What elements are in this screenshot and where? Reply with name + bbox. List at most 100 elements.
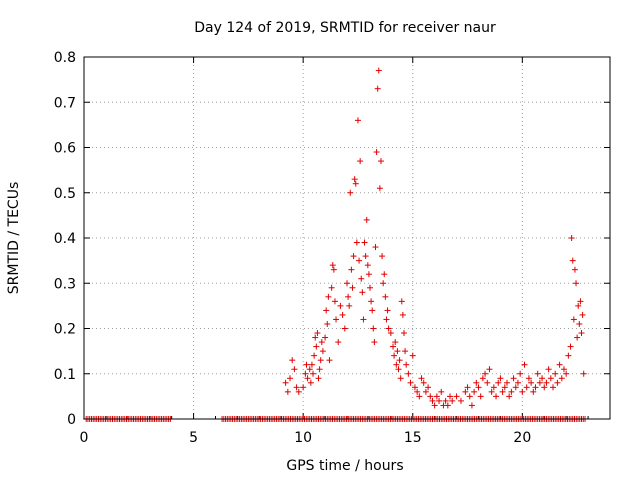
- data-point: [337, 302, 344, 309]
- data-point: [359, 289, 366, 296]
- data-point: [403, 361, 410, 368]
- data-point: [429, 397, 436, 404]
- data-point: [556, 361, 563, 368]
- data-point: [525, 375, 532, 382]
- data-point: [563, 370, 570, 377]
- chart-title: Day 124 of 2019, SRMTID for receiver nau…: [194, 20, 496, 36]
- data-point: [382, 293, 389, 300]
- data-point: [381, 271, 388, 278]
- data-point: [361, 239, 368, 246]
- data-point: [302, 370, 309, 377]
- data-point: [436, 397, 443, 404]
- data-point: [512, 384, 519, 391]
- data-point: [315, 375, 322, 382]
- data-point: [291, 366, 298, 373]
- data-point: [372, 244, 379, 251]
- data-point: [351, 176, 358, 183]
- data-point: [314, 330, 321, 337]
- data-point: [400, 330, 407, 337]
- x-tick-label: 5: [189, 430, 198, 446]
- data-point: [328, 284, 335, 291]
- data-point: [577, 298, 584, 305]
- data-point: [368, 298, 375, 305]
- data-point: [568, 235, 575, 241]
- data-point: [360, 316, 367, 323]
- data-point: [536, 379, 543, 386]
- data-point: [331, 298, 338, 305]
- data-point: [354, 117, 361, 124]
- data-point: [317, 357, 324, 364]
- data-point: [495, 379, 502, 386]
- x-tick-label: 15: [404, 430, 422, 446]
- data-point: [580, 370, 587, 377]
- data-point: [357, 158, 364, 165]
- data-point: [335, 339, 342, 346]
- plot-frame: [83, 56, 611, 420]
- data-point: [519, 388, 526, 395]
- data-point: [510, 375, 517, 382]
- data-point: [319, 348, 326, 355]
- data-point: [365, 271, 372, 278]
- data-point: [367, 284, 374, 291]
- data-point: [517, 370, 524, 377]
- data-point: [358, 275, 365, 282]
- data-point: [573, 280, 580, 287]
- x-tick-label: 0: [80, 430, 89, 446]
- data-point: [339, 311, 346, 318]
- data-point: [363, 216, 370, 223]
- data-point: [560, 366, 567, 373]
- data-point: [449, 397, 456, 404]
- y-tick-label: 0.4: [54, 231, 76, 247]
- data-point: [376, 185, 383, 192]
- data-point: [395, 366, 402, 373]
- data-point: [433, 393, 440, 400]
- data-point: [304, 375, 311, 382]
- y-tick-label: 0: [67, 412, 76, 428]
- data-point: [493, 393, 500, 400]
- data-point: [362, 253, 369, 260]
- data-point: [364, 262, 371, 269]
- data-point: [397, 375, 404, 382]
- data-point: [482, 370, 489, 377]
- data-point: [547, 375, 554, 382]
- data-point: [377, 158, 384, 165]
- axis-ticks: 0 0.1 0.2 0.3 0.4 0.5 0.6 0.7 0.8 0 5 10 15 20: [54, 50, 611, 446]
- data-point: [579, 311, 586, 318]
- y-tick-label: 0.6: [54, 141, 76, 157]
- data-point: [284, 388, 291, 395]
- data-point: [384, 307, 391, 314]
- data-point: [420, 379, 427, 386]
- grid: [84, 57, 610, 419]
- data-point: [479, 375, 486, 382]
- data-point: [391, 352, 398, 359]
- data-point: [308, 361, 315, 368]
- data-point: [303, 361, 310, 368]
- data-point: [373, 149, 380, 156]
- data-point: [287, 375, 294, 382]
- data-point: [570, 316, 577, 323]
- data-point: [407, 379, 414, 386]
- data-point: [578, 330, 585, 337]
- data-point: [405, 370, 412, 377]
- data-point: [466, 393, 473, 400]
- data-point: [521, 361, 528, 368]
- data-point: [468, 402, 475, 409]
- data-point: [398, 298, 405, 305]
- y-tick-label: 0.8: [54, 50, 76, 66]
- data-point: [534, 370, 541, 377]
- data-point: [506, 393, 513, 400]
- data-point: [477, 393, 484, 400]
- data-point: [348, 266, 355, 273]
- data-point: [392, 339, 399, 346]
- data-point: [313, 343, 320, 350]
- data-point: [539, 375, 546, 382]
- data-point: [565, 352, 572, 359]
- data-point: [375, 67, 382, 74]
- data-point: [574, 334, 581, 341]
- data-point: [325, 293, 332, 300]
- data-point: [532, 384, 539, 391]
- data-point: [394, 348, 401, 355]
- data-point: [307, 379, 314, 386]
- data-point: [295, 388, 302, 395]
- data-point: [347, 189, 354, 196]
